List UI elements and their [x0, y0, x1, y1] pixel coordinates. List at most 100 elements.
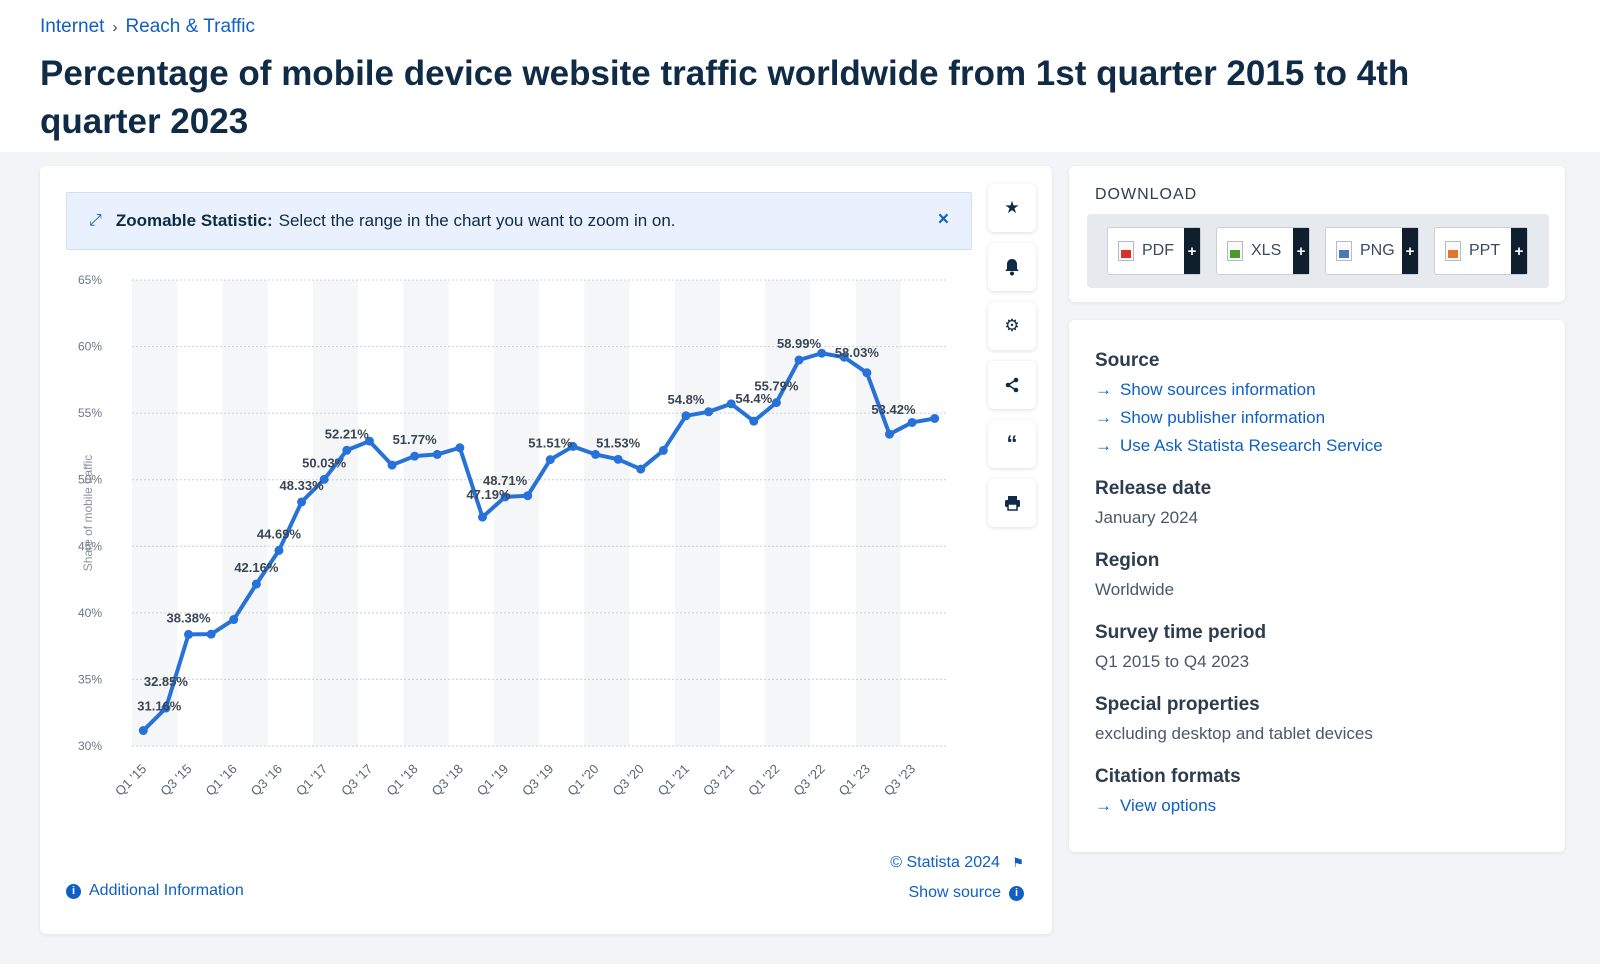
x-tick-label: Q1 '20: [564, 761, 601, 798]
data-label: 58.03%: [835, 345, 880, 360]
view-options-link[interactable]: → View options: [1095, 796, 1545, 816]
x-tick-label: Q3 '15: [157, 761, 194, 798]
info-icon: i: [66, 883, 81, 899]
data-point: [297, 497, 307, 507]
data-point: [410, 451, 420, 461]
pdf-file-icon: [1118, 241, 1134, 261]
additional-information-link[interactable]: i Additional Information: [66, 882, 244, 900]
print-icon[interactable]: [988, 479, 1036, 527]
expand-icon: ⤢: [89, 212, 102, 229]
view-options-label: View options: [1120, 796, 1217, 815]
chart-band: [674, 280, 720, 746]
data-point: [749, 416, 759, 426]
source-heading: Source: [1095, 350, 1160, 371]
data-label: 48.33%: [280, 478, 325, 493]
show-sources-link[interactable]: → Show sources information: [1095, 380, 1545, 400]
data-point: [455, 443, 465, 453]
data-label: 54.8%: [668, 392, 705, 407]
breadcrumb-reach-traffic[interactable]: Reach & Traffic: [125, 16, 255, 37]
download-panel: PDF + XLS + PNG + PPT +: [1087, 214, 1549, 288]
x-tick-label: Q1 '15: [112, 761, 149, 798]
y-tick-label: 55%: [78, 406, 102, 420]
data-label: 32.85%: [144, 674, 189, 689]
download-xls-button[interactable]: XLS +: [1216, 227, 1310, 275]
star-icon[interactable]: ★: [988, 184, 1036, 232]
download-png-button[interactable]: PNG +: [1325, 227, 1419, 275]
data-point: [568, 441, 578, 451]
data-label: 55.79%: [754, 379, 799, 394]
data-label: 38.38%: [166, 610, 211, 625]
download-pdf-button[interactable]: PDF +: [1107, 227, 1201, 275]
data-point: [613, 454, 623, 464]
download-ppt-button[interactable]: PPT +: [1434, 227, 1528, 275]
y-tick-label: 60%: [78, 340, 102, 354]
copyright[interactable]: © Statista 2024 ⚑: [890, 854, 1024, 872]
zoom-label: Zoomable Statistic:: [115, 211, 273, 230]
survey-period-heading: Survey time period: [1095, 622, 1267, 643]
data-point: [387, 460, 397, 470]
plus-icon[interactable]: +: [1402, 228, 1418, 274]
chart-toolbar: ★ ⚙ “: [988, 184, 1038, 538]
x-tick-label: Q1 '18: [383, 761, 420, 798]
arrow-right-icon: →: [1095, 796, 1112, 815]
line-chart[interactable]: 30% 35% 40% 45% 50% 55% 60% 65% Share of mobile …: [40, 266, 980, 836]
data-point: [636, 464, 646, 474]
page-header: Internet › Reach & Traffic Percentage of…: [0, 0, 1600, 152]
download-ppt-label: PPT: [1469, 242, 1501, 259]
chart-band: [584, 280, 630, 746]
additional-information-label: Additional Information: [89, 882, 244, 899]
data-point: [930, 413, 940, 423]
data-point: [794, 355, 804, 365]
chart-band: [132, 280, 178, 746]
data-point: [500, 492, 510, 502]
x-tick-label: Q3 '23: [881, 761, 918, 798]
zoom-text: Select the range in the chart you want t…: [278, 211, 676, 230]
data-point: [862, 368, 872, 378]
x-tick-label: Q1 '17: [293, 761, 330, 798]
quote-icon[interactable]: “: [988, 420, 1036, 468]
data-label: 48.71%: [483, 473, 528, 488]
gear-icon[interactable]: ⚙: [988, 302, 1036, 350]
data-point: [432, 449, 442, 459]
download-png-label: PNG: [1360, 242, 1395, 259]
data-point: [681, 411, 691, 421]
flag-icon: ⚑: [1012, 855, 1024, 870]
data-point: [658, 445, 668, 455]
y-tick-label: 45%: [78, 539, 102, 553]
close-icon[interactable]: ×: [937, 209, 949, 230]
plus-icon[interactable]: +: [1184, 228, 1200, 274]
data-label: 42.16%: [234, 560, 279, 575]
chart-band: [855, 280, 901, 746]
data-point: [704, 407, 714, 417]
breadcrumb-internet[interactable]: Internet: [40, 16, 105, 37]
y-tick-label: 35%: [78, 672, 102, 686]
x-tick-label: Q3 '21: [700, 761, 737, 798]
x-tick-label: Q3 '18: [429, 761, 466, 798]
data-point: [138, 726, 148, 736]
data-point: [884, 429, 894, 439]
data-point: [591, 449, 601, 459]
ask-statista-label: Use Ask Statista Research Service: [1120, 436, 1383, 455]
share-icon[interactable]: [988, 361, 1036, 409]
x-tick-label: Q3 '16: [248, 761, 285, 798]
show-publisher-link[interactable]: → Show publisher information: [1095, 408, 1545, 428]
data-label: 47.19%: [466, 487, 511, 502]
bell-icon[interactable]: [988, 243, 1036, 291]
y-tick-label: 50%: [78, 473, 102, 487]
plus-icon[interactable]: +: [1511, 228, 1527, 274]
region-heading: Region: [1095, 550, 1160, 571]
data-point: [771, 398, 781, 408]
x-tick-label: Q1 '21: [655, 761, 692, 798]
data-point: [251, 579, 261, 589]
chart-band: [222, 280, 268, 746]
region-value: Worldwide: [1095, 580, 1175, 599]
data-point: [839, 352, 849, 362]
chart-band: [493, 280, 539, 746]
ask-statista-link[interactable]: → Use Ask Statista Research Service: [1095, 436, 1545, 456]
data-label: 53.42%: [871, 402, 916, 417]
show-source-link[interactable]: Show source i: [909, 884, 1024, 902]
data-label: 44.69%: [257, 526, 302, 541]
citation-formats-heading: Citation formats: [1095, 766, 1241, 787]
plus-icon[interactable]: +: [1293, 228, 1309, 274]
arrow-right-icon: →: [1095, 408, 1112, 427]
